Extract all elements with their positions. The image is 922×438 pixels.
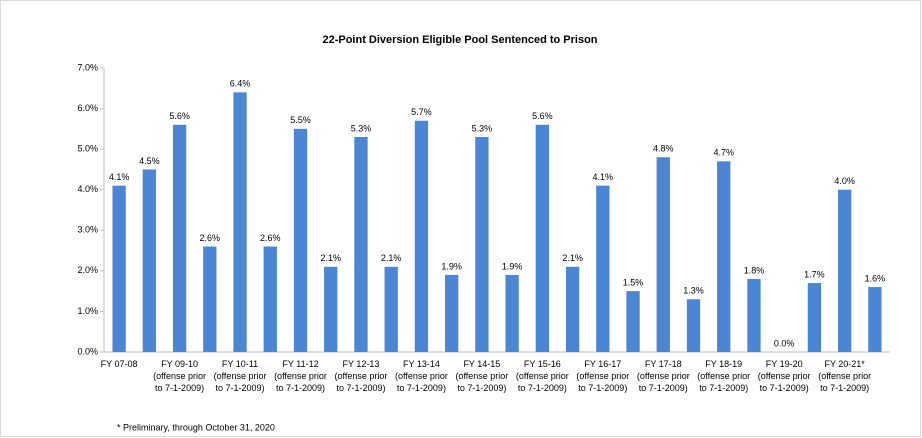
value-label: 5.3% (472, 123, 493, 133)
footnote: * Preliminary, through October 31, 2020 (117, 422, 275, 432)
value-label: 2.1% (562, 253, 583, 263)
x-tick-label: FY 19-20 (offense prior to 7-1-2009) (757, 359, 811, 393)
bar (868, 287, 882, 352)
value-label: 4.5% (139, 156, 160, 166)
value-label: 2.6% (260, 233, 281, 243)
bar (475, 136, 489, 352)
bar (384, 266, 398, 352)
bar (505, 274, 519, 352)
bar (142, 169, 156, 352)
y-tick-label: 2.0% (77, 265, 98, 275)
value-label: 2.1% (320, 253, 341, 263)
bar (112, 185, 126, 352)
value-label: 4.8% (653, 144, 674, 154)
value-label: 5.7% (411, 107, 432, 117)
value-label: 1.5% (623, 278, 644, 288)
value-label: 5.6% (532, 111, 553, 121)
x-tick-label: FY 17-18 (offense prior to 7-1-2009) (636, 359, 690, 393)
y-tick-label: 4.0% (77, 184, 98, 194)
x-tick-label: FY 13-14 (offense prior to 7-1-2009) (394, 359, 448, 393)
x-tick-label: FY 10-11 (offense prior to 7-1-2009) (213, 359, 267, 393)
bar (565, 266, 580, 352)
value-label: 4.1% (593, 172, 614, 182)
bar (626, 291, 640, 352)
y-tick-label: 1.0% (77, 306, 98, 316)
y-tick-label: 6.0% (77, 103, 98, 113)
bar (172, 124, 187, 352)
y-tick-label: 7.0% (77, 62, 98, 72)
bar (807, 283, 822, 352)
x-tick-label: FY 15-16 (offense prior to 7-1-2009) (515, 359, 569, 393)
value-label: 1.3% (683, 286, 704, 296)
x-tick-label: FY 11-12 (offense prior to 7-1-2009) (274, 359, 327, 393)
x-tick-label: FY 16-17 (offense prior to 7-1-2009) (576, 359, 630, 393)
bar (535, 124, 549, 352)
bar (293, 128, 308, 352)
bar (596, 185, 610, 352)
bar (414, 120, 429, 352)
bar (747, 278, 761, 352)
y-tick-label: 3.0% (77, 225, 98, 235)
x-tick-label: FY 09-10 (offense prior to 7-1-2009) (153, 359, 206, 393)
value-label: 0.0% (774, 338, 795, 348)
value-label: 4.1% (109, 172, 130, 182)
bar (838, 189, 852, 352)
chart-title: 22-Point Diversion Eligible Pool Sentenc… (322, 34, 597, 46)
value-label: 1.6% (865, 273, 886, 283)
value-label: 4.0% (834, 176, 855, 186)
y-tick-label: 0.0% (77, 346, 98, 356)
bar (203, 246, 217, 352)
bar (686, 299, 701, 352)
value-label: 5.5% (290, 115, 311, 125)
bar (324, 266, 338, 352)
bar (445, 274, 459, 352)
bar (717, 161, 731, 352)
value-label: 5.3% (351, 123, 372, 133)
value-label: 1.8% (744, 265, 765, 275)
value-label: 5.6% (169, 111, 190, 121)
value-label: 1.9% (502, 261, 523, 271)
x-tick-label: FY 20-21* (offense prior to 7-1-2009) (818, 359, 872, 393)
value-label: 2.6% (200, 233, 221, 243)
y-tick-label: 5.0% (77, 144, 98, 154)
bar (354, 136, 368, 352)
x-tick-label: FY 07-08 (100, 359, 138, 369)
bar (263, 246, 277, 352)
value-label: 1.9% (441, 261, 462, 271)
value-label: 2.1% (381, 253, 402, 263)
bar (233, 92, 247, 352)
x-tick-label: FY 14-15 (offense prior to 7-1-2009) (455, 359, 509, 393)
x-tick-label: FY 18-19 (offense prior to 7-1-2009) (697, 359, 751, 393)
bar (656, 157, 670, 352)
value-label: 1.7% (804, 269, 825, 279)
value-label: 6.4% (230, 79, 251, 89)
x-tick-label: FY 12-13 (offense prior to 7-1-2009) (334, 359, 388, 393)
value-label: 4.7% (713, 148, 734, 158)
